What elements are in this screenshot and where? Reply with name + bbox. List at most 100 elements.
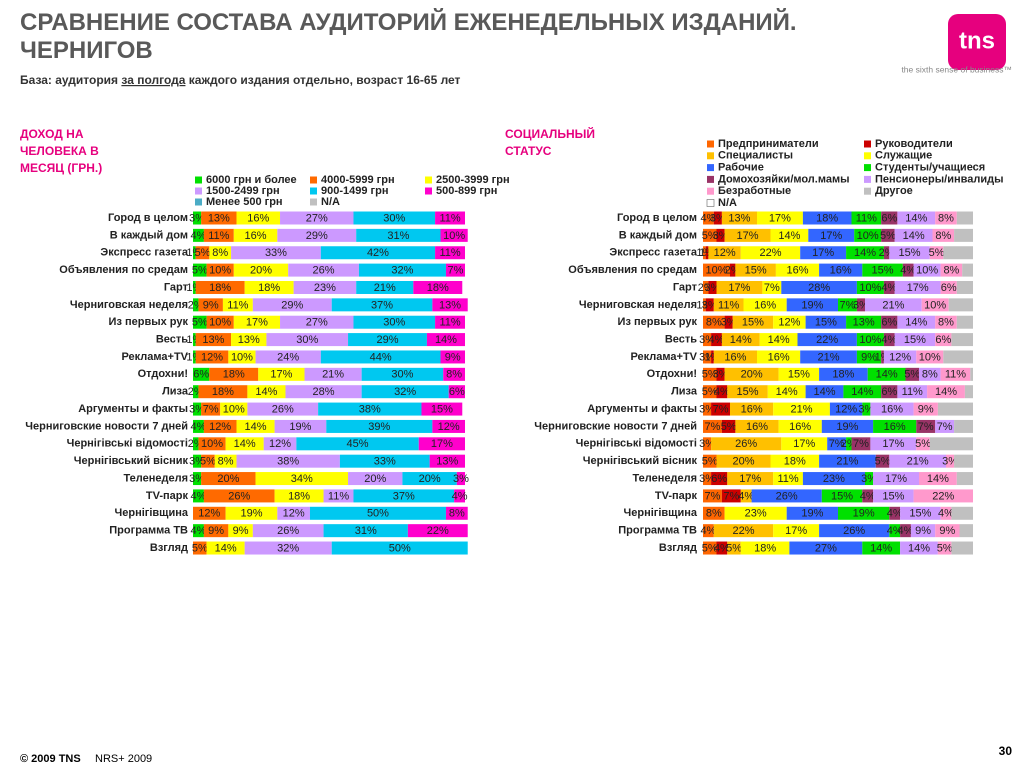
bar-segment (703, 333, 712, 347)
value-label: 9% (233, 525, 249, 537)
bar-segment (331, 541, 468, 555)
value-label: 16% (884, 421, 906, 433)
value-label: 5% (929, 247, 945, 259)
value-label: 44% (370, 351, 392, 363)
bar-segment (948, 298, 973, 312)
bar-segment (927, 385, 965, 399)
bar-segment (721, 489, 741, 503)
legend-swatch (707, 187, 714, 195)
category-label: Черниговская неделя (70, 299, 188, 311)
value-label: 37% (371, 299, 393, 311)
value-label: 2% (879, 247, 895, 259)
category-label: Экспресс газета (100, 247, 188, 259)
bar-segment (770, 228, 809, 242)
bar-segment (716, 367, 725, 381)
bar-segment (705, 246, 709, 260)
value-label: 4% (700, 525, 716, 537)
bar-segment (193, 280, 196, 294)
value-label: 26% (277, 525, 299, 537)
bar-segment (274, 419, 327, 433)
value-label: 5% (904, 369, 920, 381)
legend-swatch (310, 198, 317, 206)
bar-segment (802, 472, 865, 486)
bar-segment (819, 367, 868, 381)
bar-segment (429, 454, 465, 468)
value-label: 11% (439, 247, 460, 259)
bar-segment (193, 385, 199, 399)
value-label: 15% (431, 403, 453, 415)
bar-segment (956, 315, 973, 329)
bar-segment (856, 298, 865, 312)
category-label: Чернігівщина (115, 507, 189, 519)
value-label: 13% (853, 317, 875, 329)
value-label: 7% (918, 421, 934, 433)
bar-segment (708, 280, 717, 294)
bar-segment (721, 211, 757, 225)
bar-segment (721, 333, 760, 347)
value-label: 10% (857, 230, 879, 242)
value-label: 11% (856, 212, 877, 224)
bar-segment (703, 454, 717, 468)
value-label: 12% (209, 421, 231, 433)
value-label: 21% (836, 456, 858, 468)
value-label: 5% (937, 542, 953, 554)
bar-segment (703, 472, 712, 486)
bar-segment (703, 506, 725, 520)
bar-segment (940, 263, 963, 277)
section-title: СОЦИАЛЬНЫЙ СТАТУС (505, 127, 595, 158)
category-label: Реклама+TV (121, 351, 188, 363)
bar-segment (711, 472, 728, 486)
value-label: 37% (393, 490, 415, 502)
bar-segment (195, 333, 232, 347)
title-line: СРАВНЕНИЕ СОСТАВА АУДИТОРИЙ ЕЖЕНЕДЕЛЬНЫХ… (20, 8, 797, 36)
bar-segment (727, 385, 768, 399)
value-label: 14% (854, 247, 876, 259)
value-label: 15% (882, 490, 904, 502)
value-label: 16% (881, 403, 903, 415)
value-label: 11% (902, 386, 923, 398)
value-label: 23% (745, 508, 767, 520)
legend-label: Руководители (875, 138, 953, 150)
value-label: 5% (200, 456, 216, 468)
category-label: Весть (156, 333, 188, 345)
bar-segment (711, 402, 730, 416)
bar-segment (236, 211, 281, 225)
bar-segment (889, 506, 901, 520)
bar-segment (900, 506, 941, 520)
bar-segment (827, 437, 847, 451)
bar-segment (280, 315, 354, 329)
title-line: ЧЕРНИГОВ (20, 37, 153, 64)
footer-source: NRS+ 2009 (95, 753, 152, 765)
value-label: 17% (907, 282, 929, 294)
value-label: 14% (768, 334, 790, 346)
value-label: 10% (209, 317, 231, 329)
logo-text: tns (959, 27, 995, 54)
bar-segment (856, 350, 882, 364)
value-label: 27% (815, 542, 837, 554)
category-label: Весть (665, 333, 697, 345)
bar-segment (881, 350, 884, 364)
value-label: 15% (745, 265, 767, 277)
value-label: 19% (801, 508, 823, 520)
bar-segment (762, 280, 782, 294)
value-label: 22% (932, 490, 954, 502)
value-label: 29% (376, 334, 398, 346)
value-label: 1% (699, 247, 715, 259)
bar-segment (883, 350, 917, 364)
value-label: 33% (265, 247, 287, 259)
value-label: 31% (355, 525, 377, 537)
bar-segment (203, 489, 275, 503)
bar-segment (426, 333, 465, 347)
value-label: 12% (198, 508, 220, 520)
bar-segment (348, 333, 427, 347)
bar-segment (894, 280, 941, 294)
value-label: 21% (907, 456, 929, 468)
value-label: 50% (367, 508, 389, 520)
bar-segment (703, 419, 722, 433)
value-label: 19% (801, 299, 823, 311)
category-label: Лиза (162, 386, 189, 398)
bar-segment (413, 280, 463, 294)
bar-segment (193, 228, 204, 242)
bar-segment (802, 211, 852, 225)
bar-segment (331, 298, 433, 312)
